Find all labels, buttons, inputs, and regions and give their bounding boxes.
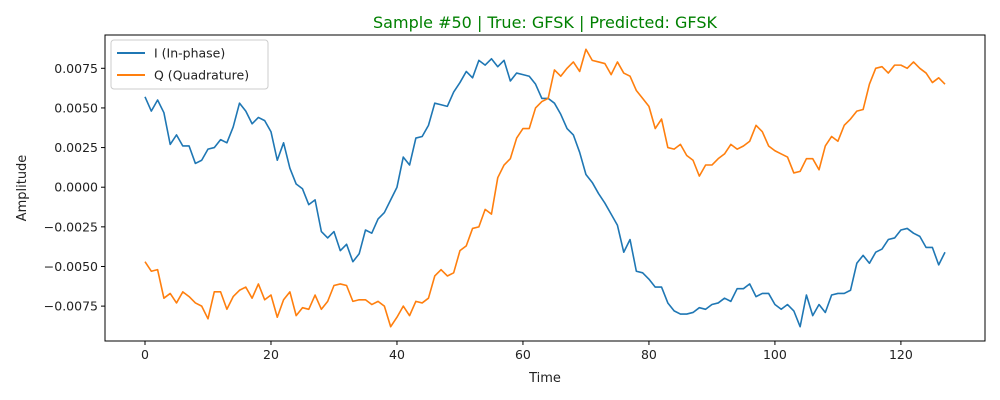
series-layer bbox=[144, 48, 946, 328]
x-tick-label: 20 bbox=[263, 347, 279, 362]
y-tick-label: 0.0025 bbox=[54, 140, 98, 155]
y-tick-label: −0.0025 bbox=[44, 219, 98, 234]
chart-title: Sample #50 | True: GFSK | Predicted: GFS… bbox=[373, 13, 717, 32]
x-tick-label: 60 bbox=[515, 347, 531, 362]
series-line-i-in-phase bbox=[144, 57, 946, 328]
y-tick-label: −0.0075 bbox=[44, 299, 98, 314]
y-tick-label: 0.0050 bbox=[54, 100, 98, 115]
legend: I (In-phase) Q (Quadrature) bbox=[110, 39, 269, 90]
y-axis-ticks: −0.0075 −0.0050 −0.0025 0.0000 0.0025 0.0050 0… bbox=[44, 61, 105, 314]
x-axis-ticks: 0 20 40 60 80 100 120 bbox=[141, 341, 913, 362]
y-tick-label: 0.0000 bbox=[54, 180, 98, 195]
plot-frame bbox=[104, 34, 986, 342]
y-axis-label: Amplitude bbox=[15, 155, 30, 222]
x-tick-label: 40 bbox=[389, 347, 405, 362]
x-tick-label: 120 bbox=[889, 347, 913, 362]
x-tick-label: 80 bbox=[641, 347, 657, 362]
y-tick-label: 0.0075 bbox=[54, 61, 98, 76]
x-tick-label: 100 bbox=[763, 347, 787, 362]
legend-label-q-quadrature: Q (Quadrature) bbox=[154, 68, 249, 83]
x-axis-label: Time bbox=[528, 371, 561, 386]
legend-box bbox=[110, 39, 269, 90]
series-line-q-quadrature bbox=[144, 48, 946, 328]
legend-label-i-in-phase: I (In-phase) bbox=[154, 46, 225, 61]
x-tick-label: 0 bbox=[141, 347, 149, 362]
y-tick-label: −0.0050 bbox=[44, 259, 98, 274]
